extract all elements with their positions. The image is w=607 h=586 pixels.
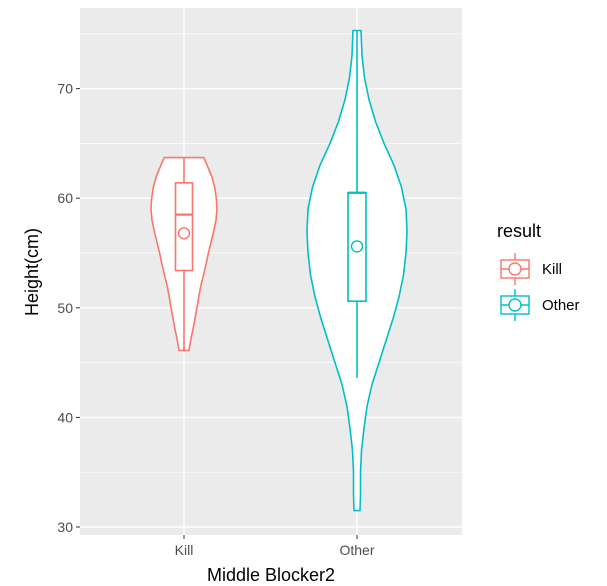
legend-entry-other: Other bbox=[500, 289, 580, 321]
legend-key-point bbox=[508, 298, 522, 312]
legend-label: Other bbox=[542, 297, 580, 314]
legend: result Kill Other bbox=[497, 221, 580, 321]
y-axis-title: Height(cm) bbox=[22, 228, 42, 316]
legend-entry-kill: Kill bbox=[500, 253, 562, 285]
violin-group-other bbox=[306, 29, 408, 512]
mean-point bbox=[350, 240, 364, 253]
mean-point bbox=[177, 227, 191, 240]
x-axis-title: Middle Blocker2 bbox=[207, 565, 335, 585]
x-tick-label: Other bbox=[339, 542, 374, 558]
y-tick-label: 40 bbox=[57, 409, 73, 425]
y-tick-label: 50 bbox=[57, 300, 73, 316]
legend-title: result bbox=[497, 221, 541, 241]
plot-panel bbox=[80, 8, 462, 535]
violin-group-kill bbox=[150, 156, 218, 352]
x-tick-label: Kill bbox=[175, 542, 194, 558]
y-tick-label: 30 bbox=[57, 519, 73, 535]
legend-key-point bbox=[508, 262, 522, 276]
y-tick-label: 70 bbox=[57, 81, 73, 97]
violin-layer bbox=[150, 29, 408, 512]
legend-label: Kill bbox=[542, 261, 562, 278]
y-tick-label: 60 bbox=[57, 190, 73, 206]
box bbox=[174, 182, 194, 272]
axis-layer: 30 40 50 60 70 Kill Other bbox=[57, 81, 374, 558]
